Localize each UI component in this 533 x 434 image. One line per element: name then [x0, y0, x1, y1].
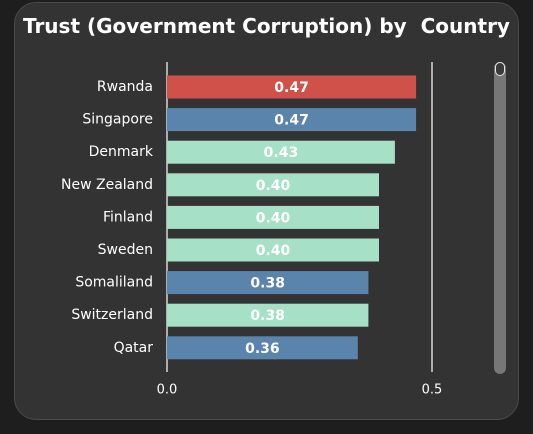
- bar[interactable]: [167, 336, 358, 360]
- scrollbar-track[interactable]: [494, 62, 506, 374]
- data-label: 0.43: [264, 145, 299, 161]
- bar[interactable]: [167, 238, 379, 262]
- x-tick-label: 0.0: [157, 383, 178, 398]
- bar[interactable]: [167, 173, 379, 197]
- chart-title: Trust (Government Corruption) by Country: [23, 14, 510, 38]
- data-label: 0.40: [256, 243, 291, 259]
- bar[interactable]: [167, 271, 369, 295]
- x-tick-label: 0.5: [422, 383, 443, 398]
- bar[interactable]: [167, 140, 395, 164]
- data-label: 0.36: [245, 341, 280, 357]
- bar[interactable]: [167, 303, 369, 327]
- category-label: Somaliland: [75, 275, 153, 291]
- data-label: 0.40: [256, 178, 291, 194]
- scrollbar-thumb[interactable]: [495, 62, 505, 76]
- category-label: Qatar: [114, 340, 154, 356]
- bar[interactable]: [167, 75, 417, 99]
- category-label: Denmark: [89, 144, 154, 160]
- data-label: 0.40: [256, 210, 291, 226]
- category-label: Rwanda: [97, 79, 153, 95]
- data-label: 0.47: [274, 80, 309, 96]
- category-label: New Zealand: [61, 177, 153, 193]
- data-label: 0.38: [250, 308, 285, 324]
- bar[interactable]: [167, 108, 417, 132]
- category-label: Singapore: [82, 112, 153, 128]
- category-label: Sweden: [98, 242, 153, 258]
- category-label: Finland: [103, 209, 153, 225]
- bar[interactable]: [167, 205, 379, 229]
- data-label: 0.47: [274, 113, 309, 129]
- data-label: 0.38: [250, 276, 285, 292]
- category-label: Switzerland: [71, 307, 153, 323]
